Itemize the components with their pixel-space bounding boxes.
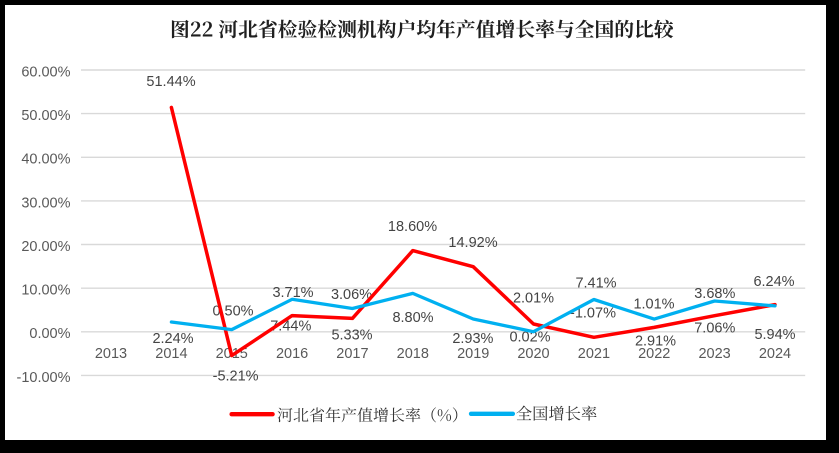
svg-text:2021: 2021 <box>578 346 610 362</box>
svg-text:2023: 2023 <box>698 346 730 362</box>
svg-text:0.02%: 0.02% <box>509 329 550 345</box>
svg-text:30.00%: 30.00% <box>21 195 70 211</box>
svg-text:2022: 2022 <box>638 346 670 362</box>
svg-text:14.92%: 14.92% <box>448 235 497 251</box>
svg-text:60.00%: 60.00% <box>21 64 70 80</box>
svg-text:50.00%: 50.00% <box>21 108 70 124</box>
svg-text:0.00%: 0.00% <box>29 326 70 342</box>
svg-text:2.24%: 2.24% <box>152 331 193 347</box>
svg-text:2014: 2014 <box>155 346 187 362</box>
svg-text:2018: 2018 <box>397 346 429 362</box>
svg-text:-10.00%: -10.00% <box>16 370 70 386</box>
svg-text:2.91%: 2.91% <box>635 334 676 350</box>
svg-text:5.94%: 5.94% <box>754 327 795 343</box>
svg-text:3.06%: 3.06% <box>331 287 372 303</box>
svg-text:2017: 2017 <box>336 346 368 362</box>
svg-text:3.71%: 3.71% <box>272 285 313 301</box>
svg-text:2020: 2020 <box>517 346 549 362</box>
svg-text:20.00%: 20.00% <box>21 239 70 255</box>
svg-text:18.60%: 18.60% <box>388 219 437 235</box>
svg-text:-1.07%: -1.07% <box>570 305 616 321</box>
svg-text:10.00%: 10.00% <box>21 283 70 299</box>
svg-text:2016: 2016 <box>276 346 308 362</box>
svg-text:5.33%: 5.33% <box>331 328 372 344</box>
svg-text:2019: 2019 <box>457 346 489 362</box>
svg-text:40.00%: 40.00% <box>21 152 70 168</box>
svg-text:2024: 2024 <box>759 346 791 362</box>
svg-text:2.01%: 2.01% <box>513 291 554 307</box>
svg-text:7.41%: 7.41% <box>575 276 616 292</box>
svg-text:51.44%: 51.44% <box>146 74 195 90</box>
svg-text:-5.21%: -5.21% <box>213 369 259 385</box>
svg-text:7.06%: 7.06% <box>694 320 735 336</box>
svg-text:8.80%: 8.80% <box>392 310 433 326</box>
svg-text:3.68%: 3.68% <box>694 286 735 302</box>
svg-text:2013: 2013 <box>95 346 127 362</box>
svg-text:6.24%: 6.24% <box>753 274 794 290</box>
svg-text:1.01%: 1.01% <box>633 297 674 313</box>
svg-text:2.93%: 2.93% <box>452 331 493 347</box>
